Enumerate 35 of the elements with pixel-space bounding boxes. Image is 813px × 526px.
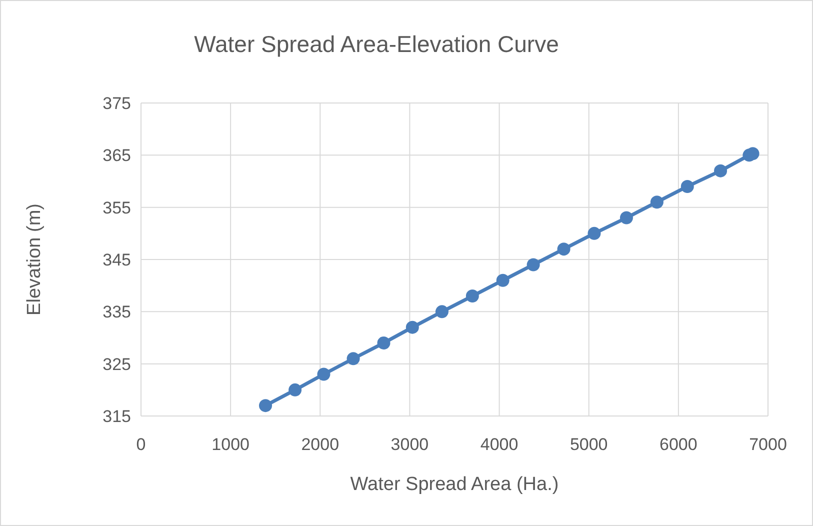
point — [259, 399, 272, 412]
point — [406, 320, 419, 334]
x-tick-label: 0 — [136, 435, 146, 454]
x-tick-label: 3000 — [390, 435, 429, 454]
point — [435, 305, 448, 318]
point — [746, 147, 760, 160]
point — [620, 211, 633, 224]
point — [680, 180, 694, 193]
y-tick-label: 315 — [102, 406, 131, 426]
y-tick-label: 345 — [102, 250, 131, 270]
point — [288, 383, 302, 396]
x-tick-label: 4000 — [480, 435, 518, 454]
point — [317, 368, 330, 381]
x-tick-label: 5000 — [570, 435, 608, 454]
x-tick-label: 2000 — [301, 435, 340, 454]
point — [466, 290, 479, 303]
y-tick-label: 325 — [102, 354, 131, 374]
y-tick-label: 335 — [102, 302, 131, 322]
y-tick-label: 355 — [102, 198, 131, 218]
x-axis-title: Water Spread Area (Ha.) — [350, 474, 559, 495]
point — [526, 258, 540, 272]
x-tick-label: 7000 — [749, 435, 787, 454]
point — [346, 352, 360, 366]
y-axis-title: Elevation (m) — [24, 204, 45, 316]
x-tick-label: 1000 — [212, 435, 250, 454]
x-tick-label: 6000 — [660, 435, 698, 454]
y-tick-label: 375 — [102, 94, 131, 113]
point — [588, 226, 601, 240]
point — [377, 336, 390, 350]
point — [714, 164, 728, 178]
point — [650, 196, 664, 209]
chart-title: Water Spread Area-Elevation Curve — [194, 31, 559, 57]
point — [496, 274, 510, 287]
point — [557, 242, 570, 256]
y-tick-label: 365 — [102, 146, 131, 166]
